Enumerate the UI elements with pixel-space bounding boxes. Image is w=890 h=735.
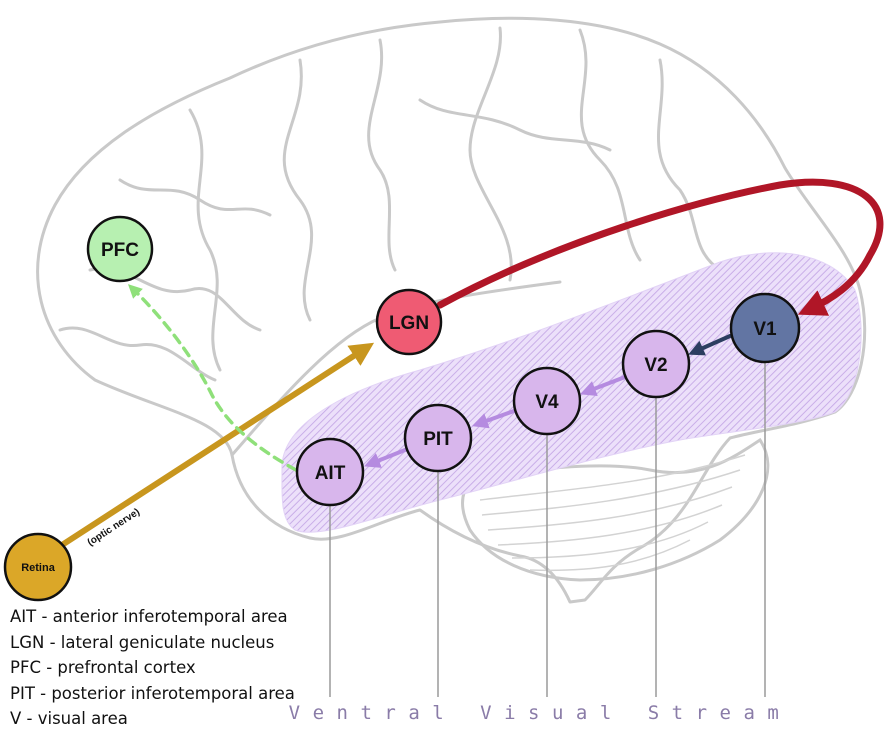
edge-ait-to-pfc [127,284,298,472]
node-v2-label: V2 [644,355,667,376]
edge-v1-to-v2 [688,334,732,356]
edge-retina-to-lgn [59,342,375,548]
brain-outline [36,16,867,604]
node-v2-circle [621,329,691,399]
legend-item-pfc: PFC - prefrontal cortex [10,658,196,677]
node-lgn-circle [375,288,443,356]
legend-item-ait: AIT - anterior inferotemporal area [10,607,288,626]
guide-lines [329,362,766,697]
central-sulcus [468,26,513,282]
node-ait-label: AIT [315,463,346,484]
edge-v4-to-pit [471,409,516,429]
node-retina: Retina [3,532,73,602]
node-retina-circle [3,532,73,602]
legend-item-lgn: LGN - lateral geniculate nucleus [10,632,275,652]
legend-item-pit: PIT - posterior inferotemporal area [10,683,295,703]
node-lgn: LGN [375,288,443,356]
node-v1: V1 [729,292,801,364]
node-pit: PIT [403,403,473,473]
node-ait: AIT [295,437,365,507]
edge-lgn-to-v1 [436,178,884,316]
node-pfc: PFC [86,215,154,283]
ventral-stream-label: Ventral Visual Stream [289,702,792,724]
node-pfc-circle [86,215,154,283]
node-v1-circle [729,292,801,364]
node-v2: V2 [621,329,691,399]
node-ait-circle [295,437,365,507]
node-v4: V4 [512,366,582,436]
abbreviation-legend: AIT - anterior inferotemporal area LGN -… [10,604,295,732]
node-pfc-label: PFC [101,240,139,261]
node-pit-circle [403,403,473,473]
node-pit-label: PIT [423,429,453,450]
node-v4-label: V4 [535,392,559,413]
cerebellum [461,437,770,582]
node-v4-circle [512,366,582,436]
legend-item-v: V - visual area [10,709,128,728]
connections [59,178,884,548]
node-retina-label: Retina [21,562,56,574]
edge-pit-to-ait [364,448,407,468]
edge-v2-to-v4 [580,375,627,397]
node-v1-label: V1 [753,319,777,340]
node-lgn-label: LGN [389,313,429,334]
